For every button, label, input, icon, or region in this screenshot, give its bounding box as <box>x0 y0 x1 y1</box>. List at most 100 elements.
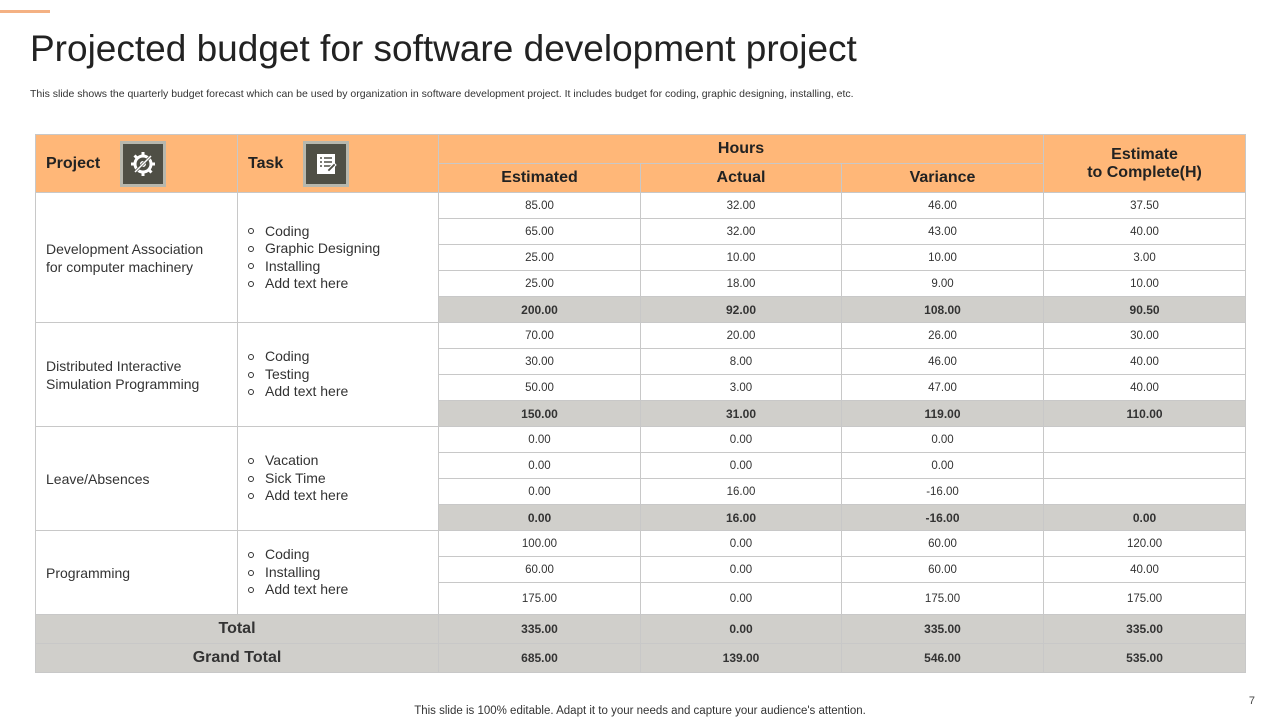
actual-cell: 0.00 <box>640 426 842 453</box>
subtotal-estimated-cell: 0.00 <box>438 504 641 531</box>
variance-cell: 60.00 <box>840 556 1045 583</box>
etc-cell <box>1043 478 1247 505</box>
actual-cell: 32.00 <box>640 218 842 245</box>
estimated-cell: 70.00 <box>438 322 641 349</box>
task-label: Add text here <box>265 487 349 504</box>
task-label: Testing <box>265 365 310 382</box>
task-item: Installing <box>248 564 438 582</box>
variance-cell: 175.00 <box>840 582 1045 615</box>
subtotal-variance-cell: 108.00 <box>840 296 1045 323</box>
circle-bullet-icon <box>248 280 254 287</box>
project-name-line: Development Association <box>46 240 204 257</box>
circle-bullet-icon <box>248 245 254 252</box>
page-title: Projected budget for software developmen… <box>30 28 857 69</box>
task-label: Coding <box>265 222 310 239</box>
project-name-line: Programming <box>46 564 131 581</box>
project-header-label: Project <box>46 154 101 172</box>
etc-cell: 40.00 <box>1043 374 1247 401</box>
estimated-cell: 85.00 <box>438 192 641 219</box>
total-row: Total 335.00 0.00 335.00 335.00 <box>35 614 1247 644</box>
circle-bullet-icon <box>248 569 254 576</box>
subtotal-etc-cell: 0.00 <box>1043 504 1247 531</box>
project-name-line: Distributed Interactive <box>46 357 182 374</box>
page-subtitle: This slide shows the quarterly budget fo… <box>30 88 854 100</box>
task-item: Add text here <box>248 487 438 505</box>
variance-cell: 0.00 <box>840 452 1045 479</box>
task-item: Graphic Designing <box>248 240 438 258</box>
subtotal-row: 0.00 16.00 -16.00 0.00 <box>36 504 1247 531</box>
task-item: Add text here <box>248 383 438 401</box>
task-label: Graphic Designing <box>265 240 381 256</box>
actual-cell: 0.00 <box>640 556 842 583</box>
etc-cell: 40.00 <box>1043 218 1247 245</box>
actual-cell: 18.00 <box>640 270 842 297</box>
project-header: Project <box>35 134 238 193</box>
task-item: Coding <box>248 223 438 241</box>
estimated-cell: 25.00 <box>438 270 641 297</box>
task-item: Add text here <box>248 581 438 599</box>
budget-table: Project <box>35 134 1247 673</box>
etc-cell: 175.00 <box>1043 582 1247 615</box>
variance-cell: 10.00 <box>840 244 1045 271</box>
estimate-to-complete-header: Estimate to Complete(H) <box>1043 134 1247 193</box>
estimated-cell: 65.00 <box>438 218 641 245</box>
total-variance: 335.00 <box>840 614 1045 644</box>
circle-bullet-icon <box>248 475 254 482</box>
total-etc: 335.00 <box>1043 614 1247 644</box>
task-header-label: Task <box>248 154 284 172</box>
task-item: Coding <box>248 348 438 366</box>
estimated-cell: 30.00 <box>438 348 641 375</box>
task-label: Add text here <box>265 581 349 598</box>
table-row: Programming Coding Installing Add text here… <box>35 530 1247 615</box>
estimated-cell: 0.00 <box>438 478 641 505</box>
actual-cell: 8.00 <box>640 348 842 375</box>
etc-cell: 37.50 <box>1043 192 1247 219</box>
task-item: Installing <box>248 258 438 276</box>
task-cell: Vacation Sick Time Add text here <box>237 426 439 531</box>
task-item: Add text here <box>248 275 438 293</box>
actual-cell: 3.00 <box>640 374 842 401</box>
task-label: Installing <box>265 563 321 580</box>
etc-cell: 120.00 <box>1043 530 1247 557</box>
task-list: Coding Installing Add text here <box>248 546 438 599</box>
etc-line1: Estimate <box>1111 145 1178 163</box>
gear-tools-icon <box>120 140 167 187</box>
actual-cell: 0.00 <box>640 582 842 615</box>
actual-cell: 16.00 <box>640 478 842 505</box>
etc-cell: 40.00 <box>1043 556 1247 583</box>
subtotal-estimated-cell: 150.00 <box>438 400 641 427</box>
task-item: Testing <box>248 366 438 384</box>
task-label: Coding <box>265 546 310 563</box>
table-row: 25.00 10.00 10.00 3.00 <box>36 244 1247 271</box>
estimated-cell: 100.00 <box>438 530 641 557</box>
project-name-line: Simulation Programming <box>46 375 200 392</box>
variance-cell: 0.00 <box>840 426 1045 453</box>
table-row: 0.00 0.00 0.00 <box>36 452 1247 479</box>
hours-header: Hours <box>437 134 1045 164</box>
task-cell: Coding Testing Add text here <box>237 322 439 427</box>
circle-bullet-icon <box>248 389 254 395</box>
actual-header: Actual <box>640 163 842 193</box>
variance-cell: 9.00 <box>840 270 1045 297</box>
page-number: 7 <box>1248 695 1255 707</box>
subtotal-etc-cell: 110.00 <box>1043 400 1247 427</box>
task-list: Coding Testing Add text here <box>248 348 438 401</box>
circle-bullet-icon <box>248 587 254 593</box>
estimated-cell: 60.00 <box>438 556 641 583</box>
task-cell: Coding Graphic Designing Installing Add tex… <box>237 192 439 323</box>
etc-cell <box>1043 426 1247 453</box>
variance-cell: 60.00 <box>840 530 1045 557</box>
subtotal-estimated-cell: 200.00 <box>438 296 641 323</box>
task-item: Coding <box>248 546 438 564</box>
task-cell: Coding Installing Add text here <box>237 530 439 615</box>
accent-bar <box>0 10 50 13</box>
task-list: Coding Graphic Designing Installing Add tex… <box>248 223 438 293</box>
grand-total-row: Grand Total 685.00 139.00 546.00 535.00 <box>35 643 1247 673</box>
grand-total-estimated: 685.00 <box>438 643 641 673</box>
actual-cell: 32.00 <box>640 192 842 219</box>
subtotal-row: 150.00 31.00 119.00 110.00 <box>36 400 1247 427</box>
variance-cell: 26.00 <box>840 322 1045 349</box>
etc-cell: 40.00 <box>1043 348 1247 375</box>
variance-header: Variance <box>840 163 1045 193</box>
task-item: Sick Time <box>248 470 438 488</box>
